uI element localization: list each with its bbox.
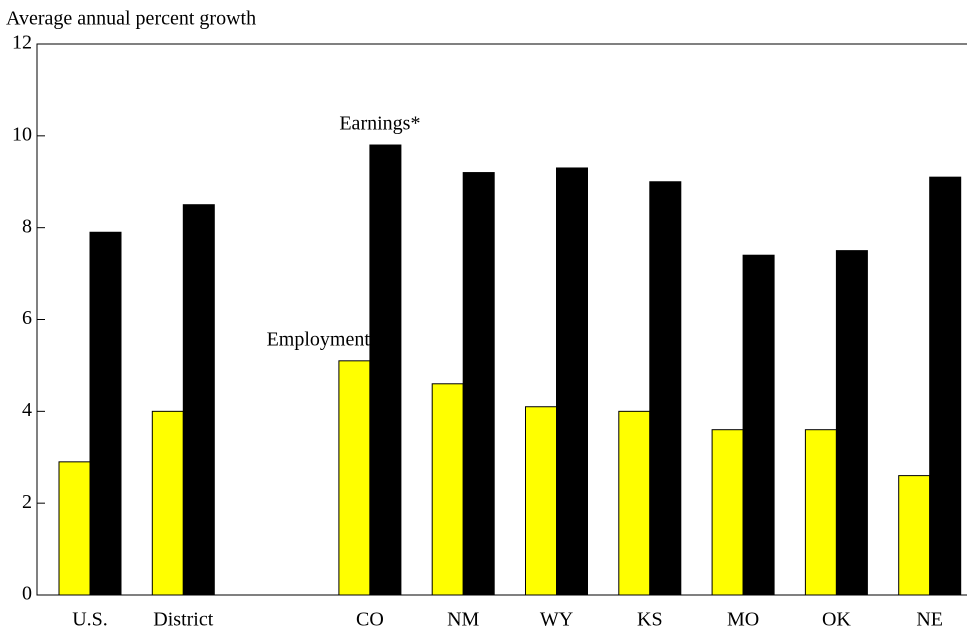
y-tick-label: 8 [22, 215, 32, 237]
series-label: Earnings* [339, 113, 420, 135]
x-tick-label: NM [447, 609, 479, 631]
bar [89, 231, 122, 596]
bar [711, 429, 744, 596]
bar [338, 360, 371, 596]
x-tick-label: OK [822, 609, 851, 631]
x-tick-label: MO [727, 609, 759, 631]
bar [462, 172, 495, 596]
bar [556, 167, 588, 596]
bar [835, 250, 868, 596]
x-tick-label: KS [637, 609, 663, 631]
bar [618, 410, 651, 596]
bar [929, 176, 962, 596]
y-tick-label: 0 [22, 583, 32, 605]
bar [369, 144, 402, 596]
x-tick-label: U.S. [72, 609, 108, 631]
x-tick-label: WY [540, 609, 573, 631]
bar [151, 410, 184, 596]
y-tick-label: 6 [22, 307, 32, 329]
y-tick-label: 10 [12, 123, 32, 145]
bar [742, 254, 775, 596]
y-axis-label: Average annual percent growth [6, 8, 256, 30]
bar [525, 406, 557, 596]
bar [898, 475, 931, 596]
bar [431, 383, 464, 596]
x-tick-label: District [153, 609, 213, 631]
bar [58, 461, 91, 596]
bar [649, 181, 682, 596]
x-tick-label: CO [356, 609, 384, 631]
y-tick-label: 2 [22, 491, 32, 513]
bar [804, 429, 837, 596]
series-label: Employment [267, 328, 371, 350]
y-tick-label: 12 [12, 32, 32, 54]
y-tick-label: 4 [22, 399, 32, 421]
x-tick-label: NE [916, 609, 943, 631]
bar [182, 204, 215, 596]
